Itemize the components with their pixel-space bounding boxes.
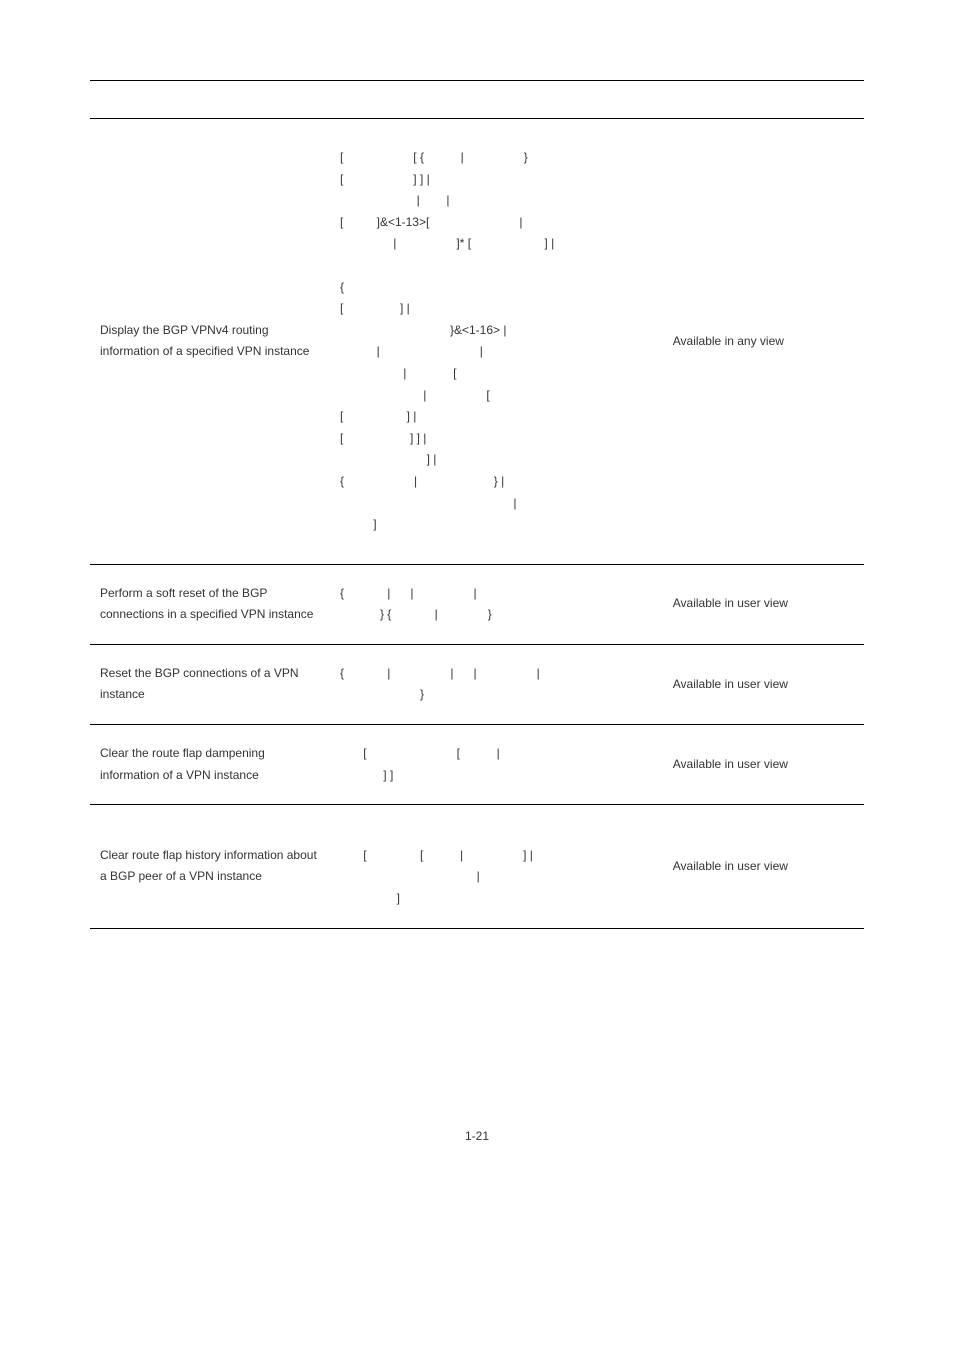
command-cell: [ [ { | } [ ] ] | | | [ ]&<1-13>[ | | bbox=[330, 119, 663, 565]
header-command bbox=[330, 81, 663, 119]
task-cell: Display the BGP VPNv4 routing informatio… bbox=[90, 119, 330, 565]
task-cell: Reset the BGP connections of a VPN insta… bbox=[90, 644, 330, 724]
header-remarks bbox=[663, 81, 864, 119]
view-cell: Available in user view bbox=[663, 564, 864, 644]
command-cell: { | | | } { | } bbox=[330, 564, 663, 644]
command-cell: [ [ | ] ] bbox=[330, 725, 663, 805]
task-cell: Clear the route flap dampening informati… bbox=[90, 725, 330, 805]
task-cell: Perform a soft reset of the BGP connecti… bbox=[90, 564, 330, 644]
task-cell: Clear route flap history information abo… bbox=[90, 805, 330, 928]
view-cell: Available in user view bbox=[663, 805, 864, 928]
header-task bbox=[90, 81, 330, 119]
view-cell: Available in any view bbox=[663, 119, 864, 565]
command-cell: [ [ | ] | | ] bbox=[330, 805, 663, 928]
command-cell: { | | | | } bbox=[330, 644, 663, 724]
view-cell: Available in user view bbox=[663, 644, 864, 724]
view-cell: Available in user view bbox=[663, 725, 864, 805]
page-number: 1-21 bbox=[90, 1129, 864, 1143]
